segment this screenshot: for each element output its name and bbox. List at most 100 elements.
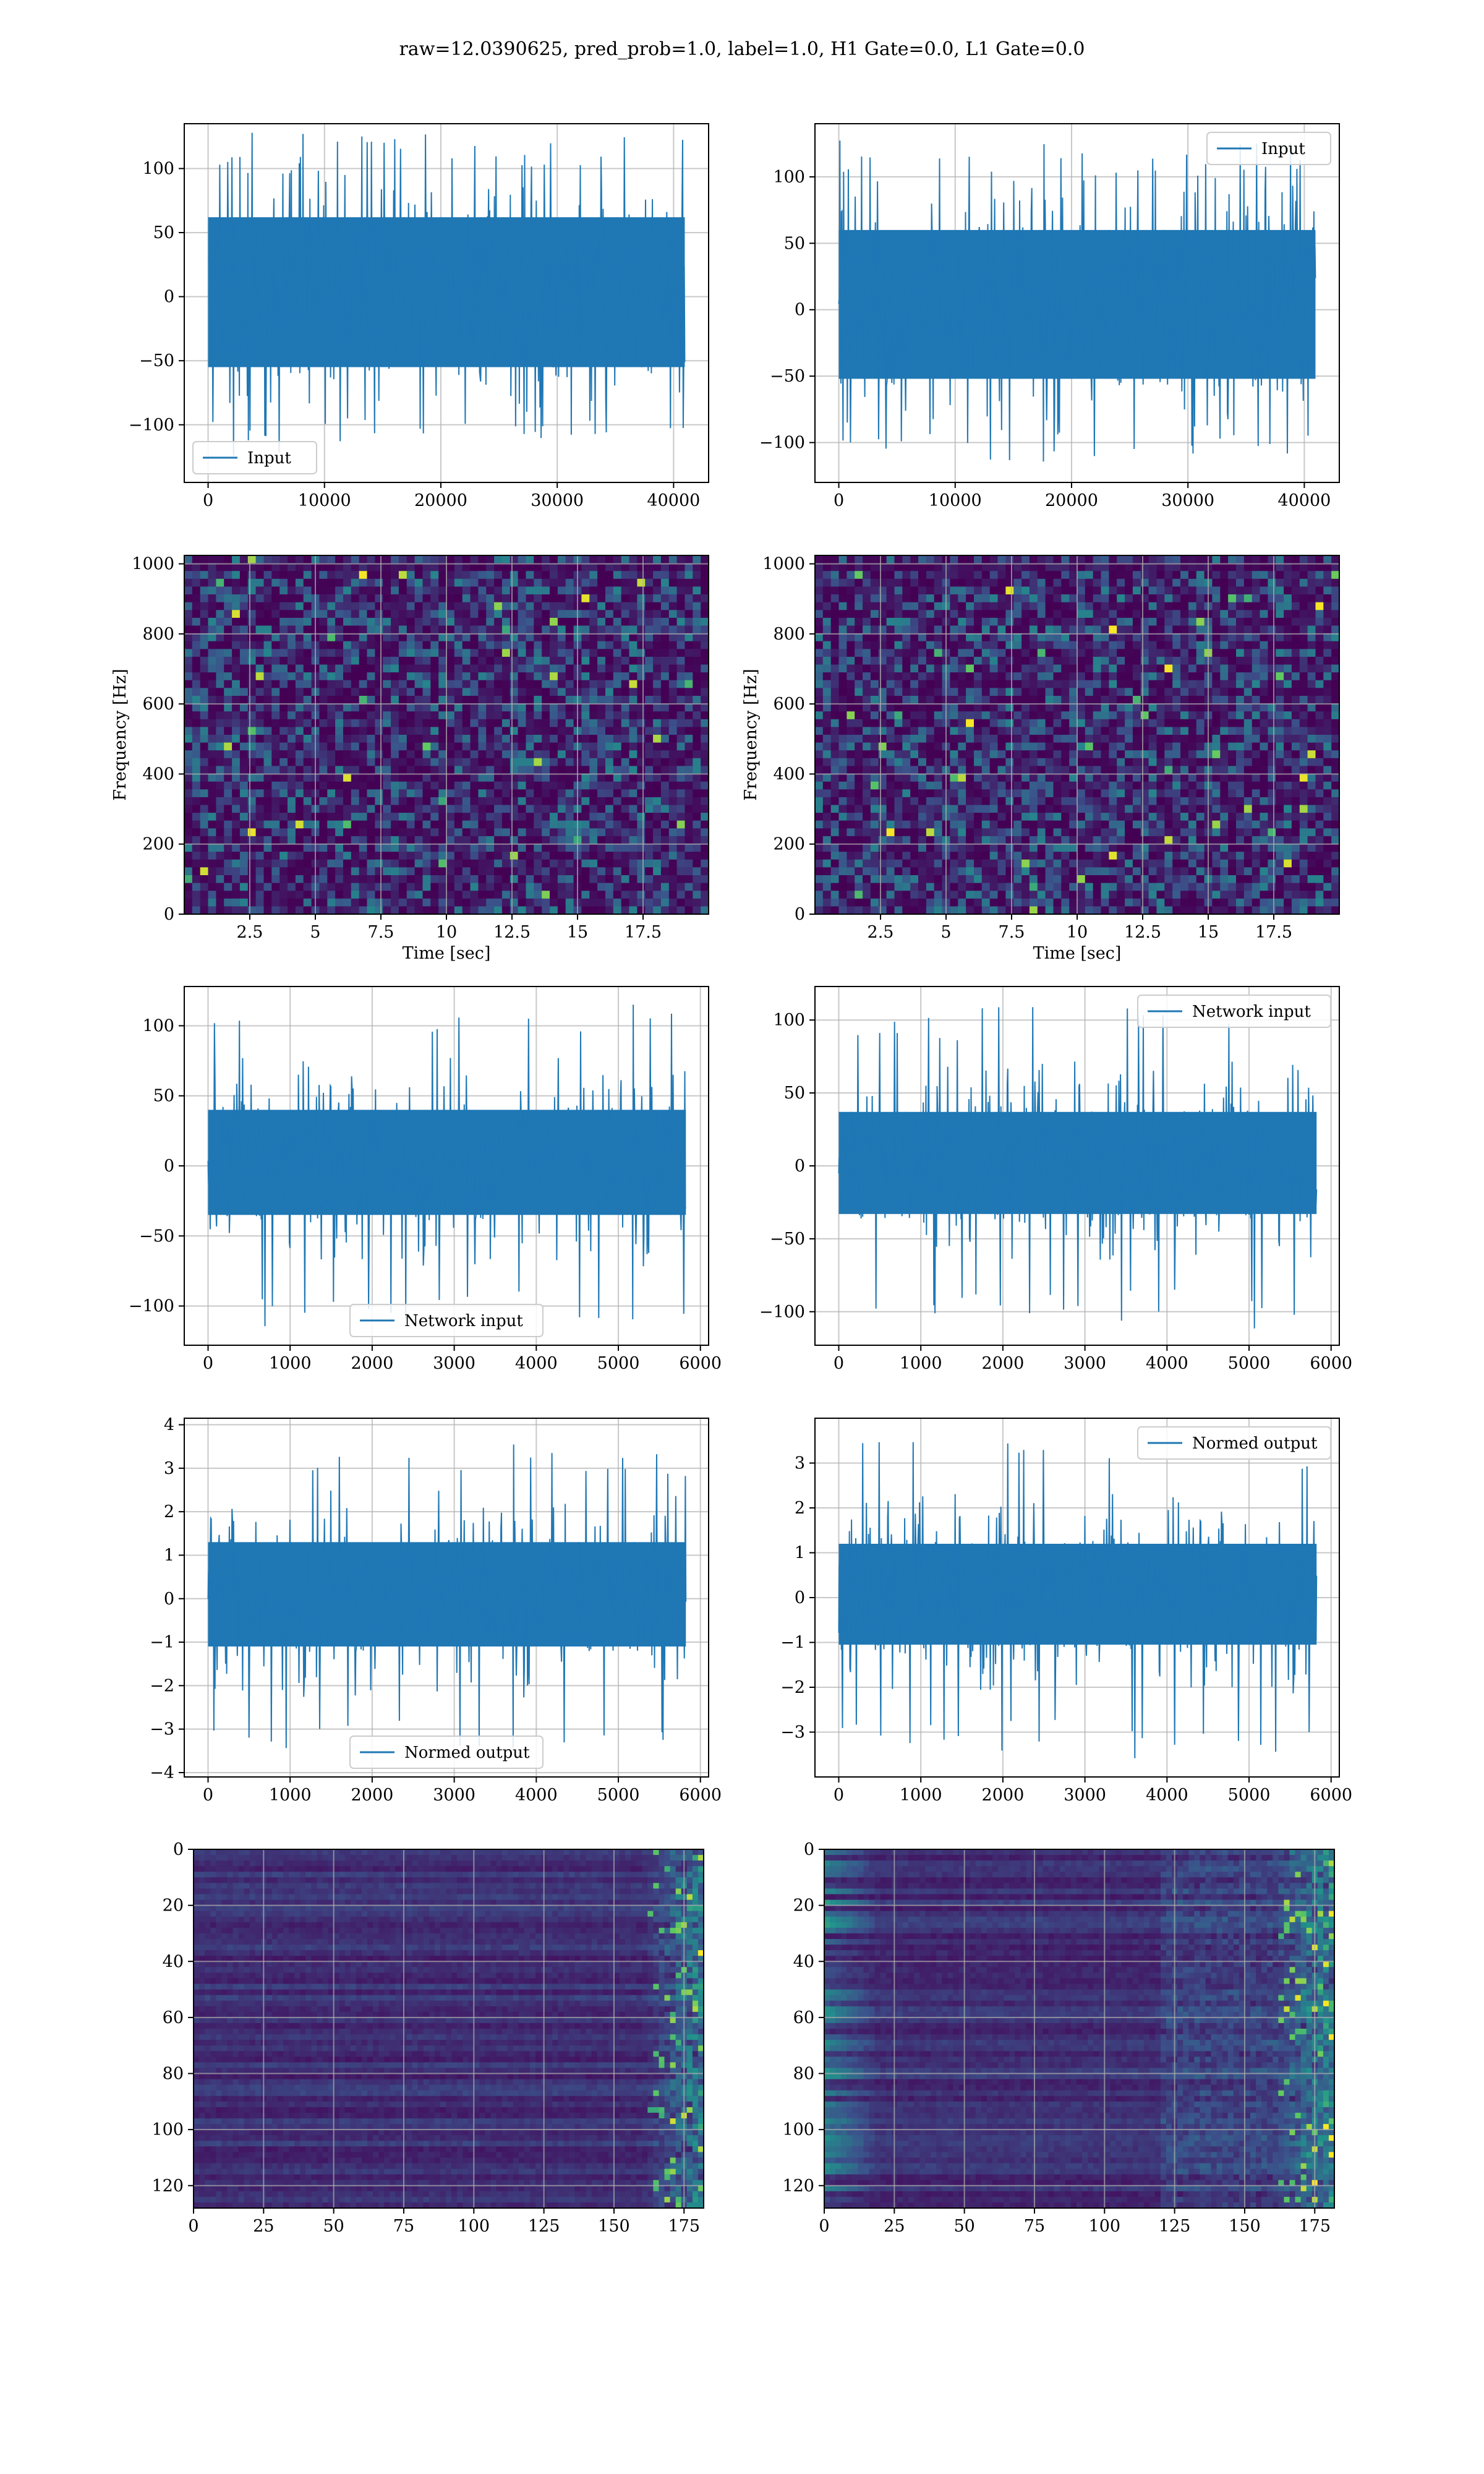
heatmap-cell [375,680,383,688]
heatmap-cell [478,781,487,790]
heatmap-cell [981,586,991,595]
heatmap-cell [693,883,701,891]
heatmap-cell [422,906,431,915]
heatmap-cell [878,649,887,657]
heatmap-cell [359,781,368,790]
heatmap-cell [565,766,574,774]
heatmap-cell [653,735,662,743]
heatmap-cell [1045,571,1054,580]
heatmap-cell [184,836,193,845]
heatmap-cell [910,656,919,666]
heatmap-cell [192,555,201,564]
heatmap-cell [367,836,375,845]
heatmap-cell [208,703,216,712]
heatmap-cell [478,875,487,884]
heatmap-cell [343,898,352,907]
heatmap-cell [581,664,590,673]
heatmap-cell [518,891,526,899]
heatmap-cell [815,703,824,712]
heatmap-cell [1315,750,1324,759]
heatmap-cell [534,617,542,627]
heatmap-cell [1268,688,1276,696]
heatmap-cell [886,602,895,610]
heatmap-cell [886,555,895,564]
heatmap-cell [367,641,375,649]
heatmap-cell [192,563,201,571]
heatmap-cell [271,844,280,852]
heatmap-cell [470,774,479,782]
heatmap-cell [989,703,999,712]
heatmap-cell [351,820,360,829]
heatmap-cell [422,594,431,603]
heatmap-cell [303,758,312,766]
heatmap-cell [1021,680,1030,688]
heatmap-cell [414,586,423,595]
heatmap-cell [398,625,407,634]
heatmap-cell [676,781,685,790]
heatmap-cell [613,805,622,813]
heatmap-cell [335,571,344,580]
heatmap-cell [589,766,598,774]
heatmap-cell [192,813,201,821]
heatmap-cell [1236,664,1245,673]
heatmap-cell [597,703,606,712]
heatmap-cell [1053,664,1062,673]
heatmap-cell [216,859,224,868]
heatmap-cell [1140,664,1149,673]
heatmap-cell [271,906,280,915]
heatmap-cell [438,875,447,884]
heatmap-cell [668,555,678,564]
heatmap-cell [958,688,966,696]
heatmap-cell [327,774,336,782]
heatmap-cell [1243,633,1253,642]
heatmap-cell [1243,719,1253,727]
heatmap-cell [534,641,542,649]
heatmap-cell [1196,586,1205,595]
heatmap-cell [1037,633,1046,642]
heatmap-cell [989,610,999,618]
heatmap-cell [1243,610,1253,618]
heatmap-cell [701,789,709,798]
heatmap-cell [830,719,840,727]
heatmap-cell [870,711,879,720]
heatmap-cell [870,633,879,642]
heatmap-cell [653,813,662,821]
heatmap-cell [263,711,272,720]
heatmap-cell [693,813,701,821]
heatmap-cell [247,781,257,790]
heatmap-cell [478,617,487,627]
heatmap-cell [581,781,590,790]
heatmap-cell [375,727,383,735]
heatmap-cell [1053,742,1062,751]
heatmap-cell [351,680,360,688]
heatmap-cell [216,820,224,829]
heatmap-cell [200,859,209,868]
heatmap-cell [597,680,606,688]
heatmap-cell [950,602,958,610]
heatmap-cell [1045,563,1054,571]
heatmap-cell [629,906,638,915]
heatmap-cell [581,742,590,751]
heatmap-cell [303,672,312,681]
heatmap-cell [1013,571,1022,580]
heatmap-cell [815,656,824,666]
heatmap-cell [414,781,423,790]
heatmap-cell [391,867,399,876]
heatmap-cell [660,789,670,798]
heatmap-cell [838,735,847,743]
heatmap-cell [200,610,209,618]
heatmap-cell [1045,578,1054,587]
heatmap-cell [391,680,399,688]
heatmap-cell [981,563,991,571]
heatmap-cell [918,656,927,666]
heatmap-cell [660,781,670,790]
heatmap-cell [557,656,566,666]
heatmap-cell [605,727,614,735]
heatmap-cell [422,571,431,580]
heatmap-cell [1109,656,1117,666]
heatmap-cell [589,719,598,727]
heatmap-cell [997,649,1006,657]
heatmap-cell [263,758,272,766]
heatmap-cell [375,898,383,907]
heatmap-cell [653,820,662,829]
